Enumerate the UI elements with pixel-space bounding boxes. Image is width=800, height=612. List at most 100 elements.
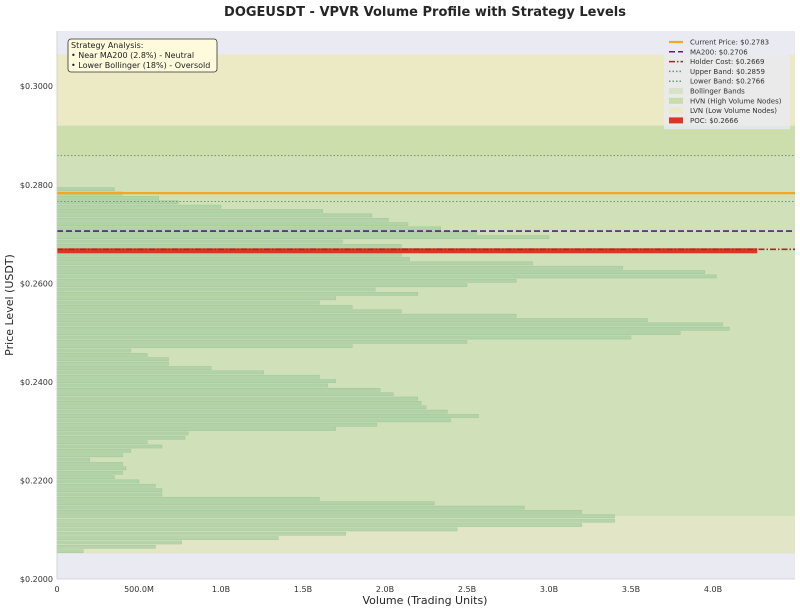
volume-bar: [56, 453, 123, 458]
volume-bar: [56, 252, 402, 257]
volume-bar: [56, 204, 222, 209]
volume-bar: [56, 510, 583, 514]
x-tick-label: 2.5B: [458, 585, 476, 594]
volume-bar: [56, 322, 724, 327]
x-tick-label: 4.0B: [704, 585, 722, 594]
volume-bar: [56, 409, 448, 414]
volume-bar: [56, 462, 123, 466]
volume-bar: [56, 357, 169, 362]
annotation-line: • Near MA200 (2.8%) - Neutral: [71, 51, 194, 60]
volume-bar: [56, 440, 148, 444]
volume-bar: [56, 383, 328, 388]
volume-bar: [56, 370, 264, 375]
volume-bar: [56, 244, 402, 248]
volume-bar: [56, 418, 451, 423]
y-axis-label: Price Level (USDT): [3, 254, 16, 356]
legend-entry-label: HVN (High Volume Nodes): [690, 97, 782, 105]
x-axis-label: Volume (Trading Units): [363, 594, 488, 607]
volume-bar: [56, 318, 648, 322]
volume-bar: [56, 527, 458, 532]
y-tick-label: $0.2000: [20, 575, 53, 584]
x-tick-label: 1.5B: [294, 585, 312, 594]
poc-bar: [57, 248, 758, 254]
volume-bar: [56, 213, 373, 218]
volume-bar: [56, 514, 615, 519]
volume-bar: [56, 217, 389, 222]
volume-bar: [56, 344, 353, 349]
legend-entry-label: Upper Band: $0.2859: [690, 68, 765, 76]
volume-bar: [56, 209, 323, 213]
volume-bar: [56, 196, 159, 200]
volume-bar: [56, 265, 624, 270]
volume-bar: [56, 475, 115, 479]
volume-bar: [56, 379, 337, 383]
legend-patch-swatch: [669, 88, 683, 94]
volume-bar: [56, 501, 435, 506]
volume-bar: [56, 283, 468, 287]
volume-bar: [56, 457, 91, 462]
volume-bar: [56, 431, 189, 436]
legend-patch-swatch: [669, 117, 683, 124]
volume-bar: [56, 326, 730, 331]
volume-bar: [56, 545, 156, 549]
volume-bar: [56, 226, 442, 231]
legend-entry-label: MA200: $0.2706: [690, 48, 748, 56]
x-tick-label: 0: [54, 585, 59, 594]
legend-entry-label: Holder Cost: $0.2669: [690, 58, 764, 66]
legend-entry-label: Lower Band: $0.2766: [690, 78, 765, 86]
strategy-annotation-box: Strategy Analysis: • Near MA200 (2.8%) -…: [67, 38, 218, 73]
volume-bar: [56, 531, 346, 536]
volume-bar: [56, 340, 468, 344]
volume-bar: [56, 427, 337, 431]
legend-patch-swatch: [669, 97, 683, 104]
volume-bar: [56, 392, 394, 397]
annotation-line: • Lower Bollinger (18%) - Oversold: [71, 61, 210, 70]
volume-bar: [56, 261, 533, 266]
y-tick-label: $0.3000: [20, 82, 53, 91]
volume-bar: [56, 257, 410, 261]
volume-bar: [56, 387, 381, 392]
legend-entry-label: POC: $0.2666: [690, 117, 739, 125]
volume-bar: [56, 239, 343, 244]
x-tick-label: 3.5B: [622, 585, 640, 594]
volume-bar: [56, 466, 127, 471]
annotation-frame: [67, 38, 218, 73]
volume-bar: [56, 222, 409, 226]
x-tick-label: 1.0B: [212, 585, 230, 594]
volume-bar: [56, 518, 615, 523]
x-tick-label: 500.0M: [124, 585, 154, 594]
volume-bar: [56, 492, 163, 497]
legend-entry-label: LVN (Low Volume Nodes): [690, 107, 777, 115]
volume-bar: [56, 479, 140, 484]
volume-bar: [56, 335, 632, 340]
volume-bar: [56, 505, 525, 510]
volume-bar: [56, 296, 337, 301]
y-tick-label: $0.2400: [20, 378, 53, 387]
volume-bar: [56, 536, 279, 540]
volume-bar: [56, 300, 320, 305]
volume-bar: [56, 470, 123, 475]
annotation-title: Strategy Analysis:: [71, 41, 143, 50]
volume-bar: [56, 292, 419, 296]
volume-bar: [56, 366, 212, 370]
y-tick-label: $0.2800: [20, 181, 53, 190]
volume-bar: [56, 396, 419, 401]
volume-bar: [56, 488, 163, 492]
volume-bar: [56, 348, 132, 353]
volume-bar: [56, 374, 320, 379]
volume-bar: [56, 444, 163, 449]
x-tick-label: 3.0B: [540, 585, 558, 594]
volume-bar: [56, 540, 182, 545]
bollinger-band-zone: [57, 155, 795, 554]
volume-bar: [56, 523, 583, 527]
x-tick-label: 2.0B: [376, 585, 394, 594]
legend-entry-label: Current Price: $0.2783: [690, 39, 769, 47]
volume-bar: [56, 287, 376, 292]
volume-bar: [56, 435, 186, 440]
y-tick-label: $0.2600: [20, 279, 53, 288]
volume-bar: [56, 309, 402, 314]
volume-bar: [56, 361, 169, 366]
volume-bar: [56, 187, 115, 192]
volume-bar: [56, 278, 517, 283]
